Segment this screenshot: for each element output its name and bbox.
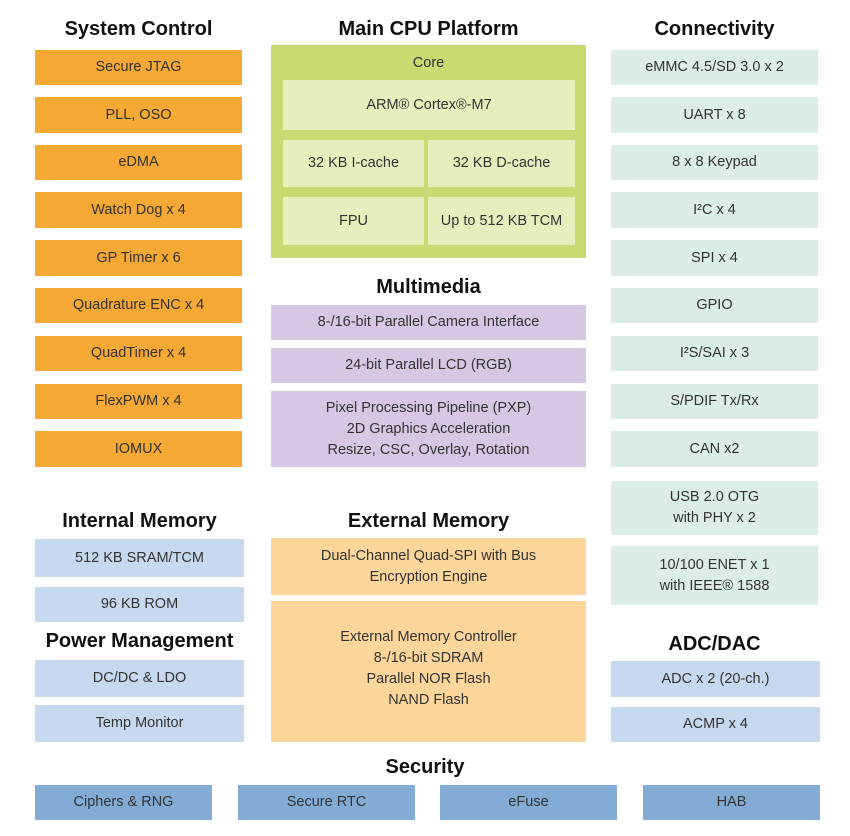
icache-item: 32 KB I-cache — [283, 140, 424, 187]
system-control-item: QuadTimer x 4 — [35, 336, 242, 371]
multimedia-title: Multimedia — [376, 276, 481, 298]
connectivity-item: I²S/SAI x 3 — [611, 336, 818, 371]
power-management-item: DC/DC & LDO — [35, 660, 244, 697]
system-control-item: eDMA — [35, 145, 242, 180]
connectivity-item: S/PDIF Tx/Rx — [611, 384, 818, 419]
tcm-item: Up to 512 KB TCM — [428, 197, 575, 245]
core-label: Core — [412, 54, 445, 71]
power-management-title: Power Management — [45, 630, 234, 652]
system-control-item: Watch Dog x 4 — [35, 192, 242, 228]
system-control-item: Quadrature ENC x 4 — [35, 288, 242, 323]
multimedia-item: Pixel Processing Pipeline (PXP) 2D Graph… — [271, 391, 586, 467]
connectivity-title: Connectivity — [654, 18, 775, 40]
adc-dac-item: ADC x 2 (20-ch.) — [611, 661, 820, 697]
connectivity-item: USB 2.0 OTG with PHY x 2 — [611, 481, 818, 535]
fpu-item: FPU — [283, 197, 424, 245]
connectivity-item: I²C x 4 — [611, 192, 818, 228]
system-control-item: FlexPWM x 4 — [35, 384, 242, 419]
security-item: Ciphers & RNG — [35, 785, 212, 820]
adc-dac-title: ADC/DAC — [668, 633, 761, 655]
main-cpu-title: Main CPU Platform — [338, 18, 519, 40]
connectivity-item: CAN x2 — [611, 431, 818, 467]
external-memory-title: External Memory — [347, 510, 510, 532]
connectivity-item: SPI x 4 — [611, 240, 818, 276]
system-control-title: System Control — [64, 18, 213, 40]
connectivity-item: eMMC 4.5/SD 3.0 x 2 — [611, 50, 818, 85]
connectivity-item: UART x 8 — [611, 97, 818, 133]
connectivity-item: GPIO — [611, 288, 818, 323]
system-control-item: IOMUX — [35, 431, 242, 467]
multimedia-item: 24-bit Parallel LCD (RGB) — [271, 348, 586, 383]
power-management-item: Temp Monitor — [35, 705, 244, 742]
security-item: eFuse — [440, 785, 617, 820]
system-control-item: GP Timer x 6 — [35, 240, 242, 276]
security-item: Secure RTC — [238, 785, 415, 820]
system-control-item: Secure JTAG — [35, 50, 242, 85]
cpu-item: ARM® Cortex®-M7 — [283, 80, 575, 130]
connectivity-item: 10/100 ENET x 1 with IEEE® 1588 — [611, 546, 818, 605]
internal-memory-item: 96 KB ROM — [35, 587, 244, 622]
security-item: HAB — [643, 785, 820, 820]
external-memory-item: External Memory Controller 8-/16-bit SDR… — [271, 601, 586, 742]
external-memory-item: Dual-Channel Quad-SPI with Bus Encryptio… — [271, 538, 586, 595]
adc-dac-item: ACMP x 4 — [611, 707, 820, 742]
system-control-item: PLL, OSO — [35, 97, 242, 133]
internal-memory-item: 512 KB SRAM/TCM — [35, 539, 244, 577]
security-title: Security — [385, 756, 465, 778]
dcache-item: 32 KB D-cache — [428, 140, 575, 187]
internal-memory-title: Internal Memory — [62, 510, 217, 532]
connectivity-item: 8 x 8 Keypad — [611, 145, 818, 180]
multimedia-item: 8-/16-bit Parallel Camera Interface — [271, 305, 586, 340]
